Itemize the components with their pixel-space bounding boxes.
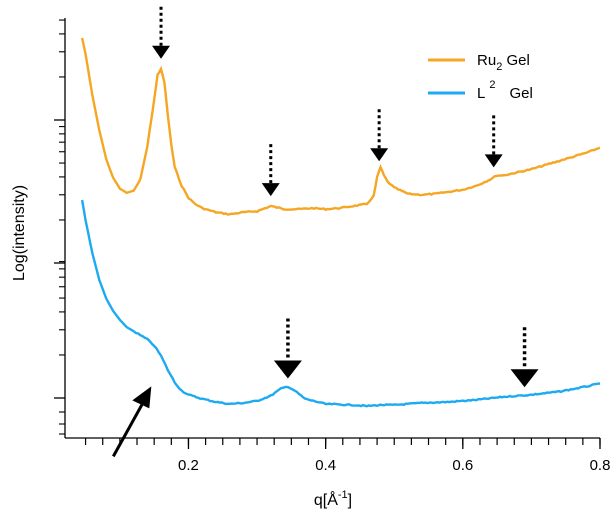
peak-arrow-head [261,183,280,197]
peak-arrow-head [370,148,389,162]
annotations-group [111,6,539,458]
legend-label-1: Ru2 Gel [477,52,530,73]
x-tick-label: 0.4 [315,457,336,474]
x-axis-label-base: q[Å [314,490,338,509]
x-axis-label-tail: ] [348,492,352,509]
peak-arrow-head [273,360,302,379]
peak-arrow-head [484,154,503,168]
series-line-1 [80,37,600,216]
curves-group [80,37,600,408]
shoulder-arrow-head [132,386,152,409]
x-tick-label: 0.2 [178,457,199,474]
x-tick-label: 0.8 [590,457,611,474]
series-line-2 [80,199,600,408]
legend: Ru2 Gel L 2 Gel [428,52,533,102]
legend-label-2: L 2 Gel [477,79,533,102]
peak-arrow-head [152,45,171,59]
x-tick-label: 0.6 [452,457,473,474]
axes-group: 0.2 0.4 0.6 0.8 [54,18,610,474]
x-axis-label: q[Å-1] [314,489,352,509]
y-axis-label: Log(intensity) [11,185,28,281]
peak-arrow-head [510,369,539,388]
x-axis-label-sup: -1 [338,489,348,501]
shoulder-arrow-shaft [111,399,146,458]
